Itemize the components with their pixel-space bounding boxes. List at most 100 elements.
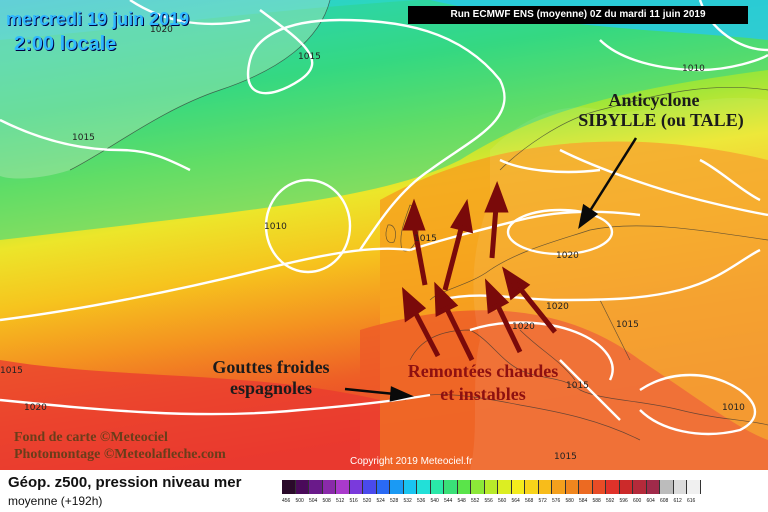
scale-label: 564 — [511, 498, 520, 504]
scale-label: 588 — [592, 498, 601, 504]
annotation-remontees-line2: et instables — [440, 384, 526, 404]
scale-swatch — [687, 480, 701, 494]
scale-swatch — [498, 480, 512, 494]
isobar-label: 1020 — [24, 403, 47, 413]
annotation-gouttes-line2: espagnoles — [229, 378, 312, 398]
isobar-label: 1015 — [0, 366, 23, 376]
annotation-anticyclone-line2: SIBYLLE (ou TALE) — [578, 110, 744, 130]
scale-swatch — [376, 480, 390, 494]
isobars — [0, 0, 768, 434]
isobar-label: 1015 — [414, 234, 437, 244]
warm-advection-arrows — [402, 181, 557, 362]
scale-label: 552 — [471, 498, 480, 504]
scale-label: 520 — [363, 498, 372, 504]
scale-swatch — [673, 480, 687, 494]
scale-label: 592 — [606, 498, 615, 504]
scale-label: 516 — [349, 498, 358, 504]
isobar-label: 1010 — [722, 403, 745, 413]
scale-swatch — [646, 480, 660, 494]
scale-swatch — [592, 480, 606, 494]
annotation-remontees-line1: Remontées chaudes — [407, 361, 559, 381]
scale-label: 548 — [457, 498, 466, 504]
credit-montage: Photomontage ©Meteolafleche.com — [14, 447, 226, 462]
isobar-label: 1020 — [512, 322, 535, 332]
scale-label: 512 — [336, 498, 345, 504]
scale-label: 596 — [619, 498, 628, 504]
isobar-label: 1015 — [554, 452, 577, 462]
isobar-label: 1020 — [556, 251, 579, 261]
scale-swatch — [363, 480, 377, 494]
scale-swatch — [471, 480, 485, 494]
run-info-banner: Run ECMWF ENS (moyenne) 0Z du mardi 11 j… — [408, 6, 748, 24]
isobar-label: 1020 — [150, 25, 173, 35]
isobar-label: 1010 — [682, 64, 705, 74]
isobar-label: 1015 — [72, 133, 95, 143]
map-canvas — [0, 0, 768, 470]
scale-swatch — [619, 480, 633, 494]
isobar-label: 1020 — [546, 302, 569, 312]
scale-label: 504 — [309, 498, 318, 504]
color-scale-labels: 456 500 504 508 512 516 520 524 528 532 536 540 544 5… — [282, 498, 701, 504]
color-scale — [282, 480, 701, 494]
annotation-anticyclone-line1: Anticyclone — [608, 90, 700, 110]
scale-label: 532 — [403, 498, 412, 504]
weather-map: mercredi 19 juin 2019 2:00 locale Run EC… — [0, 0, 768, 470]
scale-swatch — [295, 480, 309, 494]
scale-swatch — [552, 480, 566, 494]
scale-label: 568 — [525, 498, 534, 504]
scale-label: 508 — [322, 498, 331, 504]
scale-swatch — [660, 480, 674, 494]
scale-swatch — [511, 480, 525, 494]
scale-swatch — [322, 480, 336, 494]
scale-swatch — [633, 480, 647, 494]
greenland — [0, 0, 330, 179]
credit-basemap: Fond de carte ©Meteociel — [14, 430, 168, 445]
scale-swatch — [484, 480, 498, 494]
scale-swatch — [282, 480, 296, 494]
scale-swatch — [336, 480, 350, 494]
scale-swatch — [606, 480, 620, 494]
isobar-label: 1015 — [298, 52, 321, 62]
scale-label: 456 — [282, 498, 291, 504]
annotation-gouttes-line1: Gouttes froides — [212, 357, 330, 377]
isobar-label: 1010 — [264, 222, 287, 232]
scale-label: 556 — [484, 498, 493, 504]
forecast-date: mercredi 19 juin 2019 — [6, 9, 190, 29]
legend-title: Géop. z500, pression niveau mer — [8, 474, 242, 491]
scale-label: 540 — [430, 498, 439, 504]
scale-label: 528 — [390, 498, 399, 504]
legend-footer: Géop. z500, pression niveau mer moyenne … — [0, 470, 768, 512]
scale-label: 560 — [498, 498, 507, 504]
scale-swatch — [444, 480, 458, 494]
isobar-label: 1015 — [616, 320, 639, 330]
scale-label: 600 — [633, 498, 642, 504]
scale-label: 616 — [687, 498, 696, 504]
scale-swatch — [457, 480, 471, 494]
scale-label: 608 — [660, 498, 669, 504]
scale-label: 584 — [579, 498, 588, 504]
scale-swatch — [579, 480, 593, 494]
scale-label: 572 — [538, 498, 547, 504]
scale-swatch — [390, 480, 404, 494]
scale-swatch — [430, 480, 444, 494]
scale-swatch — [403, 480, 417, 494]
coastlines — [69, 0, 768, 441]
scale-label: 544 — [444, 498, 453, 504]
hot-area-south — [360, 310, 768, 470]
forecast-time: 2:00 locale — [14, 33, 117, 55]
scale-label: 500 — [295, 498, 304, 504]
scale-label: 604 — [646, 498, 655, 504]
scale-swatch — [565, 480, 579, 494]
annotation-arrows — [344, 137, 638, 402]
scale-swatch — [538, 480, 552, 494]
scale-label: 536 — [417, 498, 426, 504]
scale-swatch — [525, 480, 539, 494]
scale-label: 612 — [673, 498, 682, 504]
scale-label: 524 — [376, 498, 385, 504]
copyright: Copyright 2019 Meteociel.fr — [350, 456, 473, 467]
scale-swatch — [417, 480, 431, 494]
scale-swatch — [349, 480, 363, 494]
scale-swatch — [309, 480, 323, 494]
scale-label: 580 — [565, 498, 574, 504]
isobar-label: 1015 — [566, 381, 589, 391]
